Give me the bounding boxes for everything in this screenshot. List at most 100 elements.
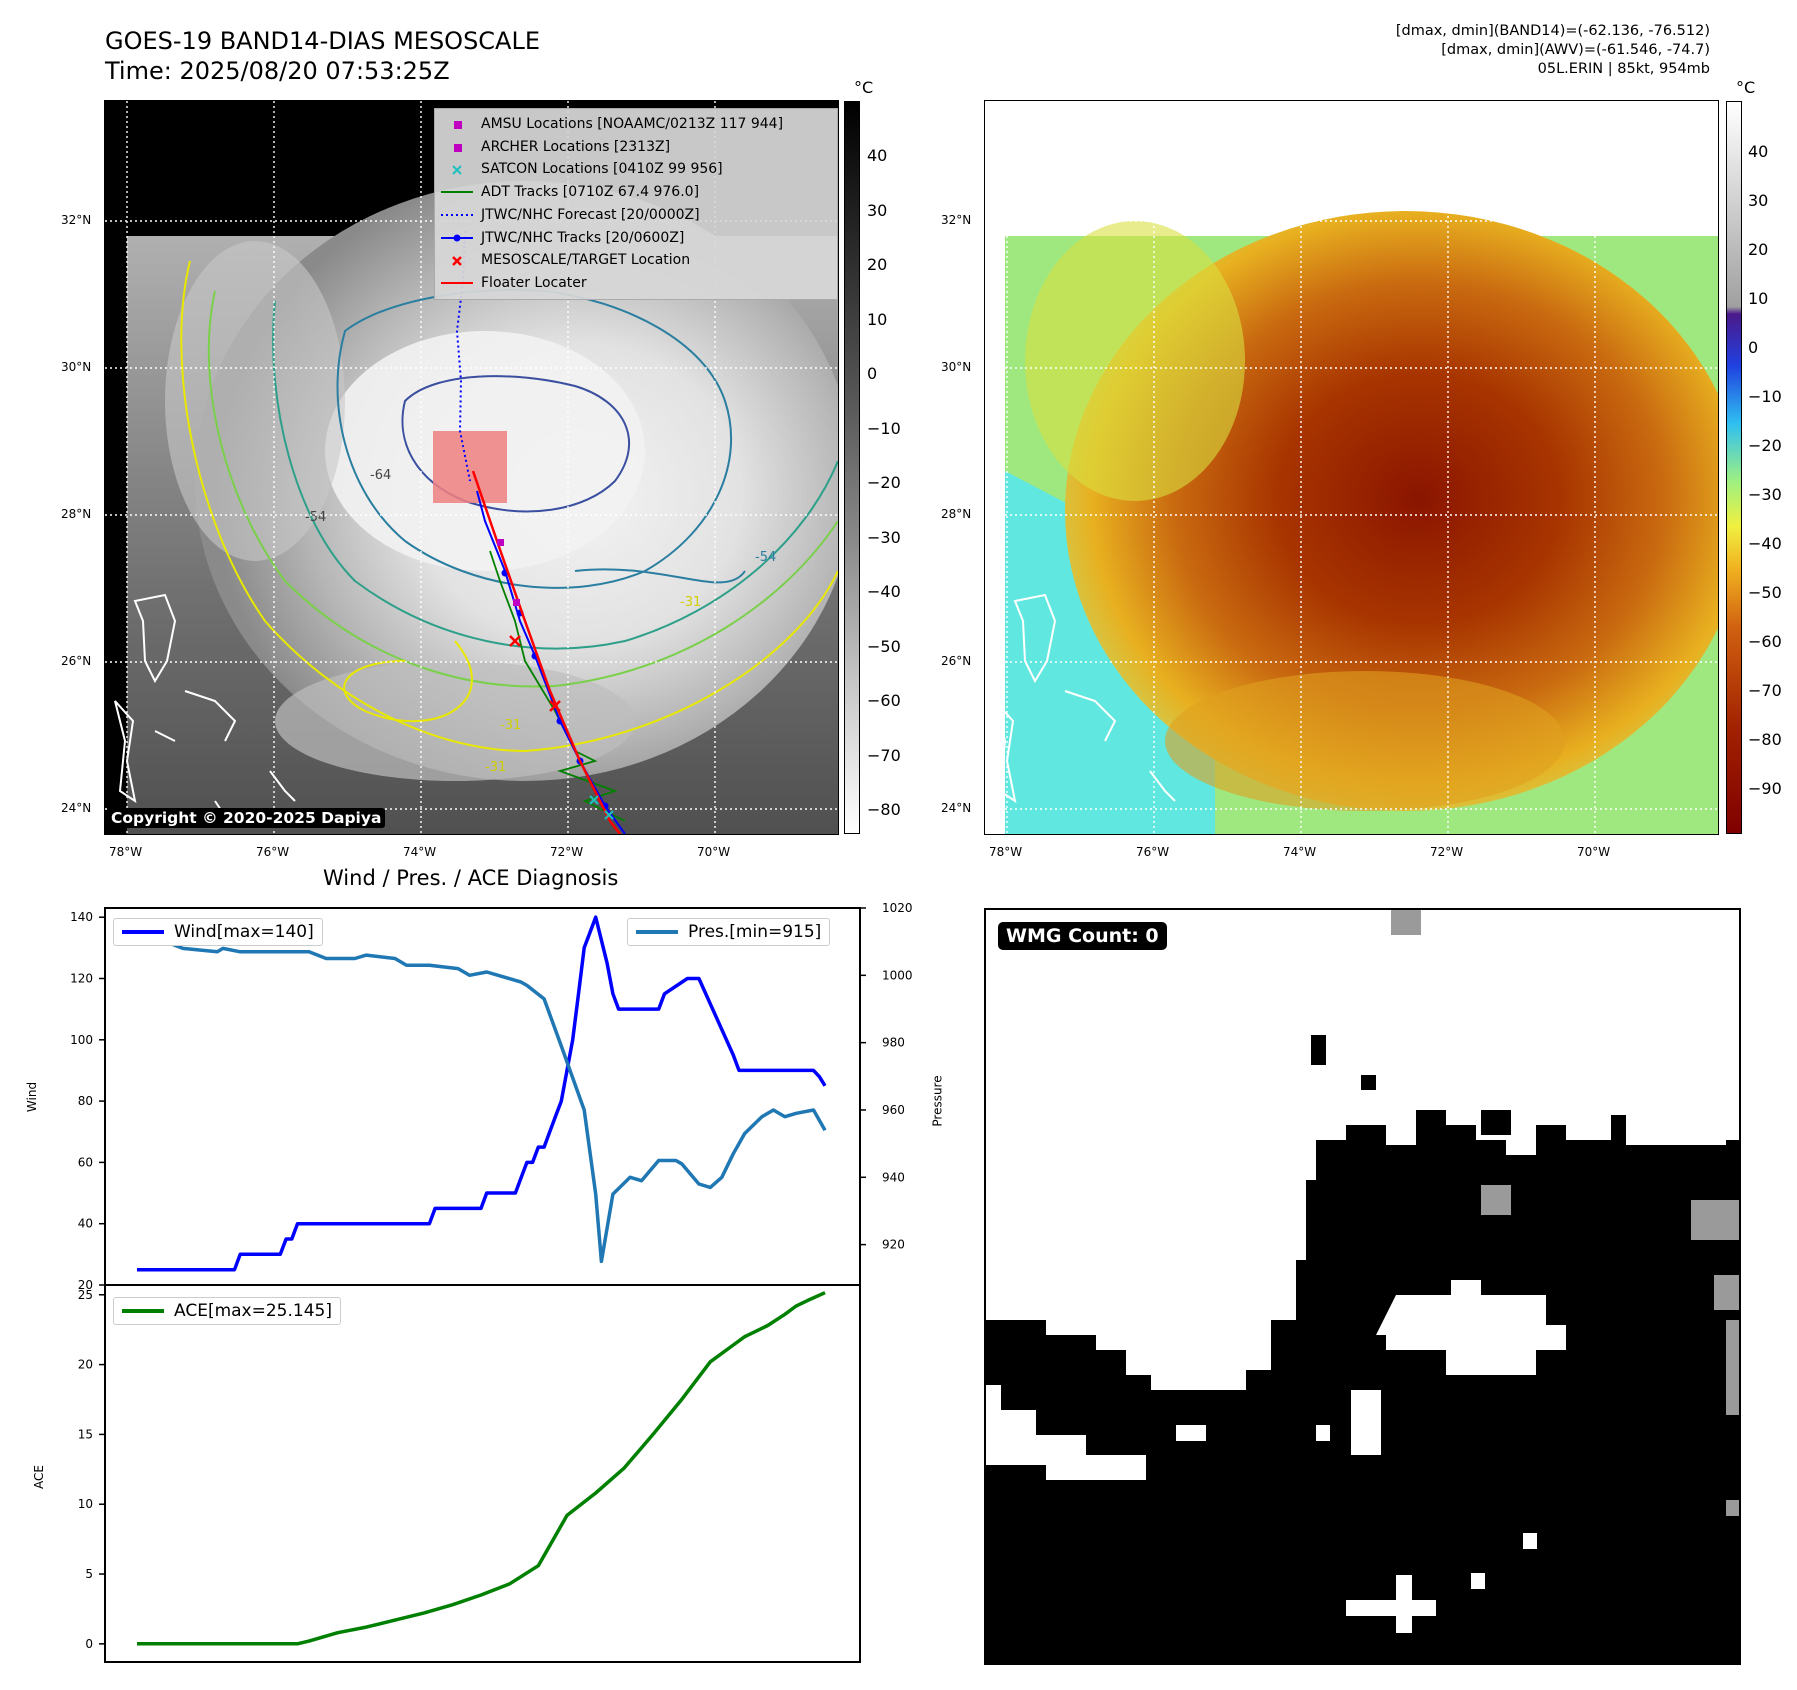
ir-colorbar-tick: 10 <box>867 309 888 329</box>
y-tick-label: 15 <box>78 1427 93 1441</box>
wind-legend: Wind[max=140] <box>113 918 323 946</box>
lon-label: 76°W <box>256 845 290 859</box>
wv-colorbar-tick: −20 <box>1748 436 1782 455</box>
y-tick-label: 100 <box>70 1033 93 1047</box>
legend-floater: Floater Locater <box>481 274 587 291</box>
lon-label: 78°W <box>989 845 1023 859</box>
wv-colorbar-tick: 20 <box>1748 240 1769 259</box>
wv-colorbar-tick: −10 <box>1748 387 1782 406</box>
wv-colorbar-tick: −50 <box>1748 583 1782 602</box>
wv-colorbar-tick: −60 <box>1748 632 1782 651</box>
lat-label: 28°N <box>61 507 92 521</box>
contour-label: -31 <box>680 595 701 610</box>
wmg-panel: WMG Count: 0 <box>984 908 1741 1665</box>
wv-colorbar <box>1726 101 1742 834</box>
y-tick-label: 5 <box>85 1567 93 1581</box>
legend-amsu: AMSU Locations [NOAAMC/0213Z 117 944] <box>481 116 784 132</box>
ace-chart: 0 5 10 15 20 25 <box>78 1284 861 1663</box>
coastline <box>994 593 1176 804</box>
lon-label: 74°W <box>403 845 437 859</box>
series-line-ace <box>137 1291 826 1646</box>
lat-label: 26°N <box>941 654 972 668</box>
lon-label: 70°W <box>1577 845 1611 859</box>
contour-label: -31 <box>485 760 506 775</box>
y-tick-label: 120 <box>70 971 93 985</box>
wv-colorbar-tick: 30 <box>1748 191 1769 210</box>
lat-label: 24°N <box>61 801 92 815</box>
chart-frame <box>104 907 861 1286</box>
ir-colorbar-tick: −80 <box>867 800 901 819</box>
contour-label: -31 <box>500 718 521 733</box>
lon-label: 72°W <box>1430 845 1464 859</box>
legend-adt: ADT Tracks [0710Z 67.4 976.0] <box>481 184 700 201</box>
coastline <box>114 593 296 817</box>
ir-legend: AMSU Locations [NOAAMC/0213Z 117 944] AR… <box>434 108 838 300</box>
lon-label: 74°W <box>1283 845 1317 859</box>
y-tick-label: 80 <box>78 1094 93 1108</box>
y-tick-label: 60 <box>78 1155 93 1169</box>
wv-colorbar-unit: °C <box>1736 78 1756 97</box>
y-tick-label: 0 <box>85 1637 93 1651</box>
y-right-tick-label: 1000 <box>882 968 913 982</box>
wind-axis-label: Wind <box>25 1081 40 1113</box>
lat-label: 28°N <box>941 507 972 521</box>
lon-label: 70°W <box>697 845 731 859</box>
wv-colorbar-tick: −70 <box>1748 681 1782 700</box>
ir-map-frame <box>104 100 839 835</box>
wv-colorbar-tick: −80 <box>1748 730 1782 749</box>
wv-colorbar-tick: −40 <box>1748 534 1782 553</box>
y-tick-label: 140 <box>70 910 93 924</box>
ir-colorbar-tick: 30 <box>867 200 888 220</box>
amsu-archer-markers <box>497 539 520 606</box>
y-tick-label: 20 <box>78 1278 93 1292</box>
legend-satcon: SATCON Locations [0410Z 99 956] <box>481 161 723 178</box>
storm-info: 05L.ERIN | 85kt, 954mb <box>1537 61 1710 77</box>
contour-label: -64 <box>370 468 391 483</box>
target-markers <box>509 635 561 712</box>
grid-lines <box>985 101 1718 834</box>
ir-colorbar-tick: −10 <box>867 418 901 438</box>
ir-colorbar <box>844 101 860 834</box>
wv-satellite-image <box>985 101 1718 834</box>
wv-colorbar-tick: 40 <box>1748 142 1769 161</box>
series-line-wind <box>137 915 827 1272</box>
wv-colorbar-tick: 0 <box>1748 338 1759 357</box>
ir-colorbar-tick: −40 <box>867 582 901 601</box>
lat-label: 32°N <box>61 213 92 227</box>
y-right-tick-label: 1020 <box>882 901 913 915</box>
y-tick-label: 20 <box>78 1358 93 1372</box>
wind-legend-label: Wind[max=140] <box>174 922 314 942</box>
wv-map-frame <box>984 100 1719 835</box>
y-tick-label: 10 <box>78 1497 93 1511</box>
lon-label: 76°W <box>1136 845 1170 859</box>
legend-target: MESOSCALE/TARGET Location <box>481 252 691 269</box>
diagnosis-title: Wind / Pres. / ACE Diagnosis <box>323 866 619 890</box>
copyright-label: Copyright © 2020-2025 Dapiya <box>107 808 386 828</box>
ir-colorbar-tick: −20 <box>867 473 901 492</box>
dmax-band14: [dmax, dmin](BAND14)=(-62.136, -76.512) <box>1395 23 1710 39</box>
pressure-axis-label: Pressure <box>930 1075 945 1127</box>
y-tick-label: 25 <box>78 1288 93 1302</box>
ir-colorbar-unit: °C <box>854 78 874 97</box>
wv-colorbar-tick: −90 <box>1748 779 1782 798</box>
wmg-image <box>986 910 1739 1663</box>
satcon-markers <box>589 795 614 820</box>
y-right-tick-label: 920 <box>882 1238 905 1252</box>
y-right-tick-label: 960 <box>882 1103 905 1117</box>
ir-satellite-image: -64 -54 -54 -31 -31 -31 <box>105 101 838 834</box>
lon-label: 72°W <box>550 845 584 859</box>
lat-label: 24°N <box>941 801 972 815</box>
y-tick-label: 40 <box>78 1217 93 1231</box>
ace-legend: ACE[max=25.145] <box>113 1297 341 1325</box>
wmg-count-label: WMG Count: 0 <box>998 922 1167 950</box>
ace-axis-label: ACE <box>31 1465 46 1489</box>
mesoscale-box <box>433 431 507 503</box>
pressure-legend: Pres.[min=915] <box>627 918 831 946</box>
ace-legend-label: ACE[max=25.145] <box>174 1301 332 1321</box>
contour-label: -54 <box>755 550 776 565</box>
dmax-awv: [dmax, dmin](AWV)=(-61.546, -74.7) <box>1441 42 1710 58</box>
series-line-pres <box>137 923 827 1264</box>
ir-colorbar-tick: 0 <box>867 364 878 383</box>
legend-forecast: JTWC/NHC Forecast [20/0000Z] <box>481 206 700 223</box>
